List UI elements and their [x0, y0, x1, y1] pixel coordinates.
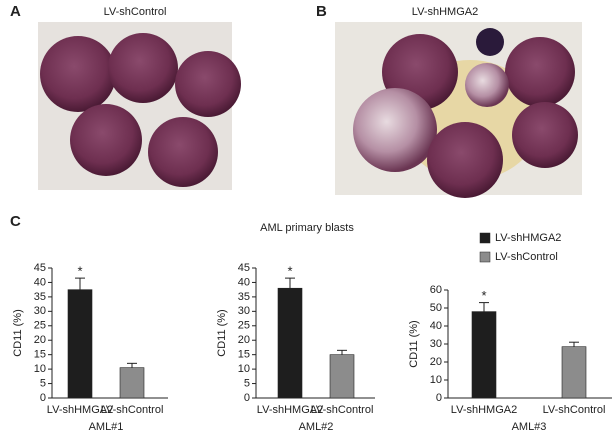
y-tick-label: 25 — [34, 320, 46, 332]
y-tick-label: 45 — [34, 262, 46, 274]
panel-title: AML primary blasts — [260, 222, 354, 234]
y-tick-label: 60 — [430, 284, 442, 296]
bar — [329, 354, 355, 399]
y-tick-label: 0 — [436, 392, 442, 404]
bar — [67, 289, 93, 399]
y-tick-label: 10 — [34, 363, 46, 375]
x-tick-label: LV-shControl — [101, 404, 164, 416]
y-tick-label: 40 — [238, 276, 250, 288]
y-tick-label: 35 — [34, 291, 46, 303]
y-axis-label: CD11 (%) — [216, 309, 228, 356]
significance-marker: * — [287, 264, 292, 279]
y-tick-label: 0 — [40, 392, 46, 404]
x-axis-label: AML#2 — [299, 421, 334, 433]
y-tick-label: 45 — [238, 262, 250, 274]
x-tick-label: LV-shControl — [543, 404, 606, 416]
bar — [119, 367, 145, 399]
y-tick-label: 10 — [430, 374, 442, 386]
panel-label: B — [316, 3, 327, 20]
y-tick-label: 20 — [430, 356, 442, 368]
y-tick-label: 0 — [244, 392, 250, 404]
bar — [277, 287, 303, 399]
legend-label: LV-shHMGA2 — [495, 232, 561, 244]
bar — [561, 346, 587, 399]
micrograph — [38, 22, 241, 190]
y-tick-label: 25 — [238, 320, 250, 332]
bar — [471, 311, 497, 399]
micrograph — [335, 22, 582, 198]
y-tick-label: 35 — [238, 291, 250, 303]
significance-marker: * — [481, 288, 486, 303]
y-axis-label: CD11 (%) — [12, 309, 24, 356]
panel-label: C — [10, 213, 21, 230]
x-axis-label: AML#3 — [512, 421, 547, 433]
y-tick-label: 20 — [238, 334, 250, 346]
panel-label: A — [10, 3, 21, 20]
x-axis-label: AML#1 — [89, 421, 124, 433]
y-tick-label: 30 — [430, 338, 442, 350]
legend-swatch — [479, 232, 491, 244]
legend-swatch — [479, 251, 491, 263]
y-tick-label: 15 — [34, 349, 46, 361]
y-tick-label: 15 — [238, 349, 250, 361]
y-tick-label: 30 — [34, 305, 46, 317]
y-axis-label: CD11 (%) — [408, 320, 420, 367]
x-tick-label: LV-shControl — [311, 404, 374, 416]
y-tick-label: 40 — [34, 276, 46, 288]
legend-label: LV-shControl — [495, 251, 558, 263]
x-tick-label: LV-shHMGA2 — [257, 404, 323, 416]
x-tick-label: LV-shHMGA2 — [47, 404, 113, 416]
y-tick-label: 5 — [244, 377, 250, 389]
panel-title: LV-shHMGA2 — [412, 6, 478, 18]
panel-title: LV-shControl — [104, 6, 167, 18]
significance-marker: * — [77, 264, 82, 279]
x-tick-label: LV-shHMGA2 — [451, 404, 517, 416]
y-tick-label: 10 — [238, 363, 250, 375]
y-tick-label: 40 — [430, 320, 442, 332]
y-tick-label: 5 — [40, 377, 46, 389]
y-tick-label: 30 — [238, 305, 250, 317]
y-tick-label: 20 — [34, 334, 46, 346]
y-tick-label: 50 — [430, 302, 442, 314]
